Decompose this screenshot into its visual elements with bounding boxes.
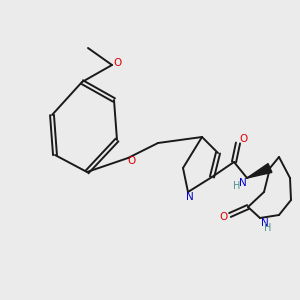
Text: N: N [186, 192, 194, 202]
Text: O: O [127, 156, 135, 166]
Text: O: O [113, 58, 121, 68]
Text: O: O [240, 134, 248, 144]
Text: H: H [233, 181, 241, 191]
Text: H: H [264, 223, 272, 233]
Text: O: O [220, 212, 228, 222]
Polygon shape [247, 164, 272, 178]
Text: N: N [261, 218, 269, 228]
Text: N: N [239, 178, 247, 188]
